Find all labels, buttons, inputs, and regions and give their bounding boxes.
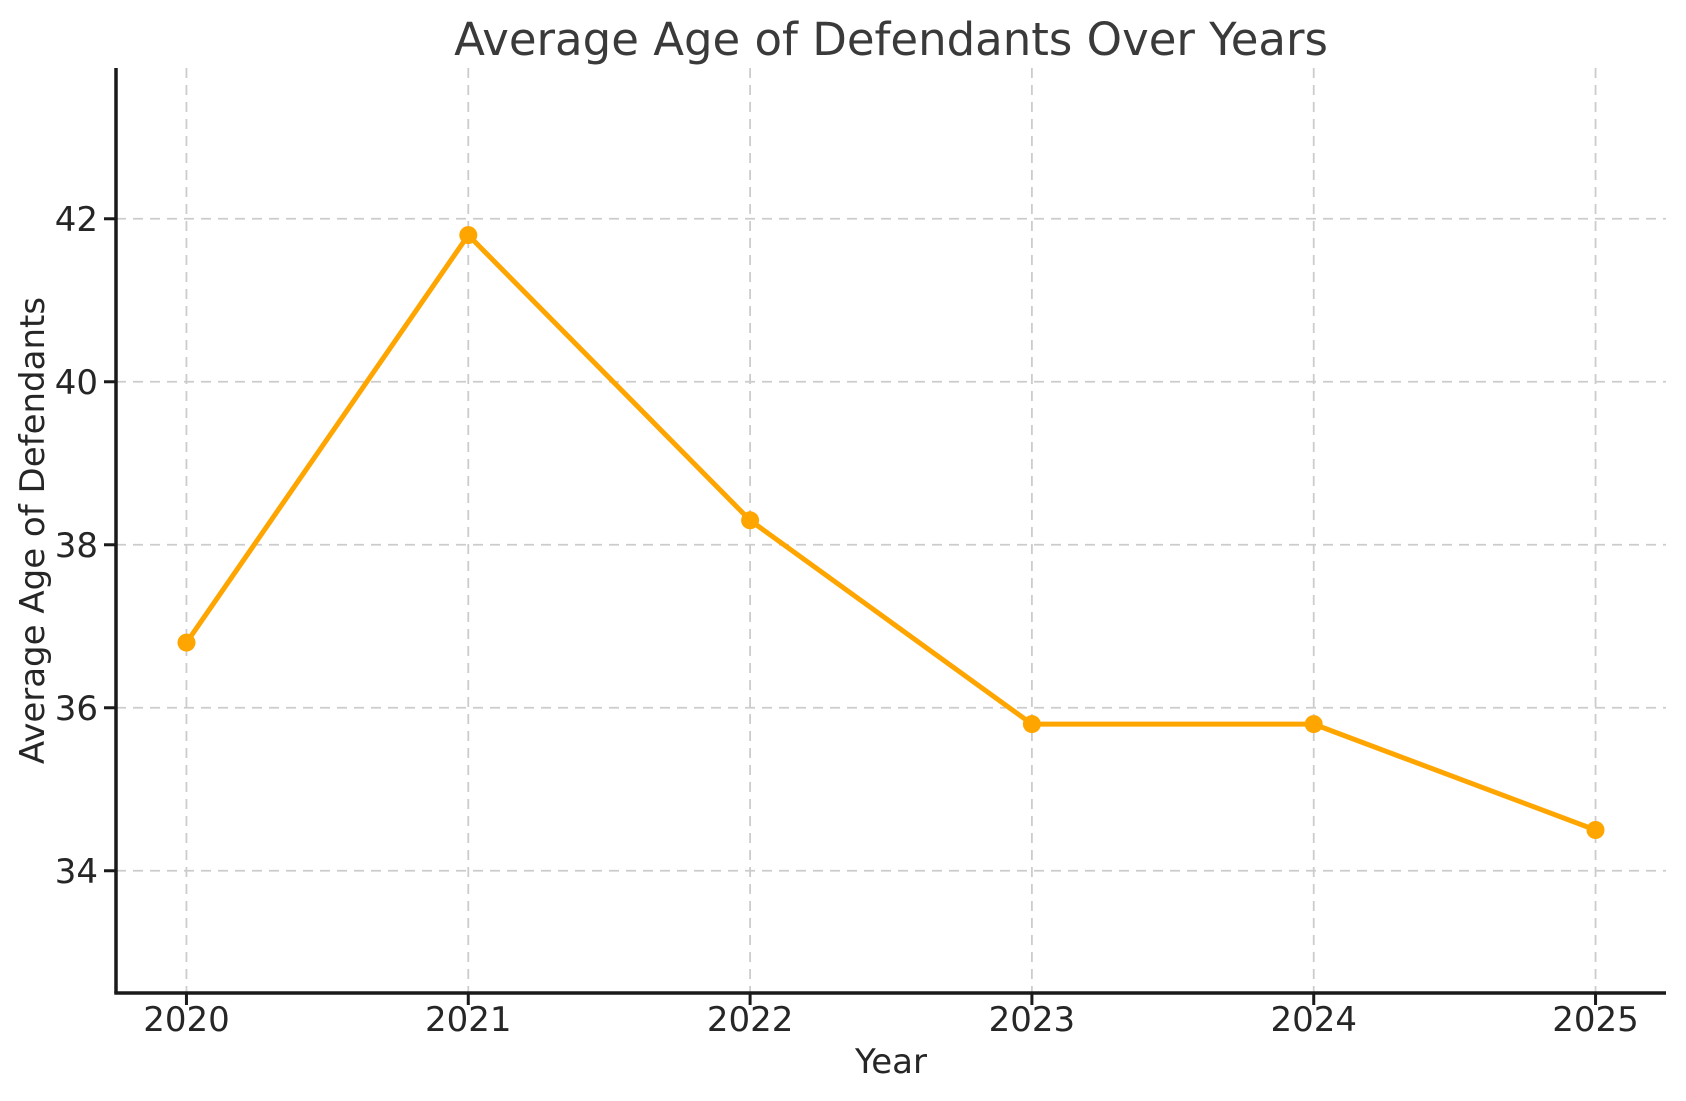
x-tick-label: 2023: [989, 1000, 1076, 1040]
y-axis-label: Average Age of Defendants: [13, 297, 53, 764]
y-tick-label: 36: [55, 689, 98, 729]
x-tick-label: 2025: [1552, 1000, 1639, 1040]
data-point-marker: [741, 511, 760, 530]
y-tick-label: 40: [55, 363, 98, 403]
x-axis-label: Year: [854, 1042, 927, 1082]
y-tick-label: 34: [55, 852, 98, 892]
y-tick-label: 38: [55, 526, 98, 566]
x-tick-label: 2021: [425, 1000, 512, 1040]
chart-title: Average Age of Defendants Over Years: [454, 13, 1328, 66]
x-tick-label: 2024: [1270, 1000, 1357, 1040]
data-point-marker: [177, 633, 196, 652]
tick-layer: 2020 2021 2022 2023 2024 2025 34 36 38 40 42: [55, 200, 1639, 1040]
x-tick-label: 2020: [143, 1000, 230, 1040]
series-layer: [177, 226, 1605, 839]
data-point-marker: [459, 226, 478, 245]
y-tick-label: 42: [55, 200, 98, 240]
grid-layer: [116, 68, 1666, 993]
x-tick-label: 2022: [707, 1000, 794, 1040]
data-point-marker: [1304, 715, 1323, 734]
data-point-marker: [1586, 821, 1605, 839]
line-series: [184, 232, 1598, 833]
data-point-marker: [1022, 715, 1041, 734]
